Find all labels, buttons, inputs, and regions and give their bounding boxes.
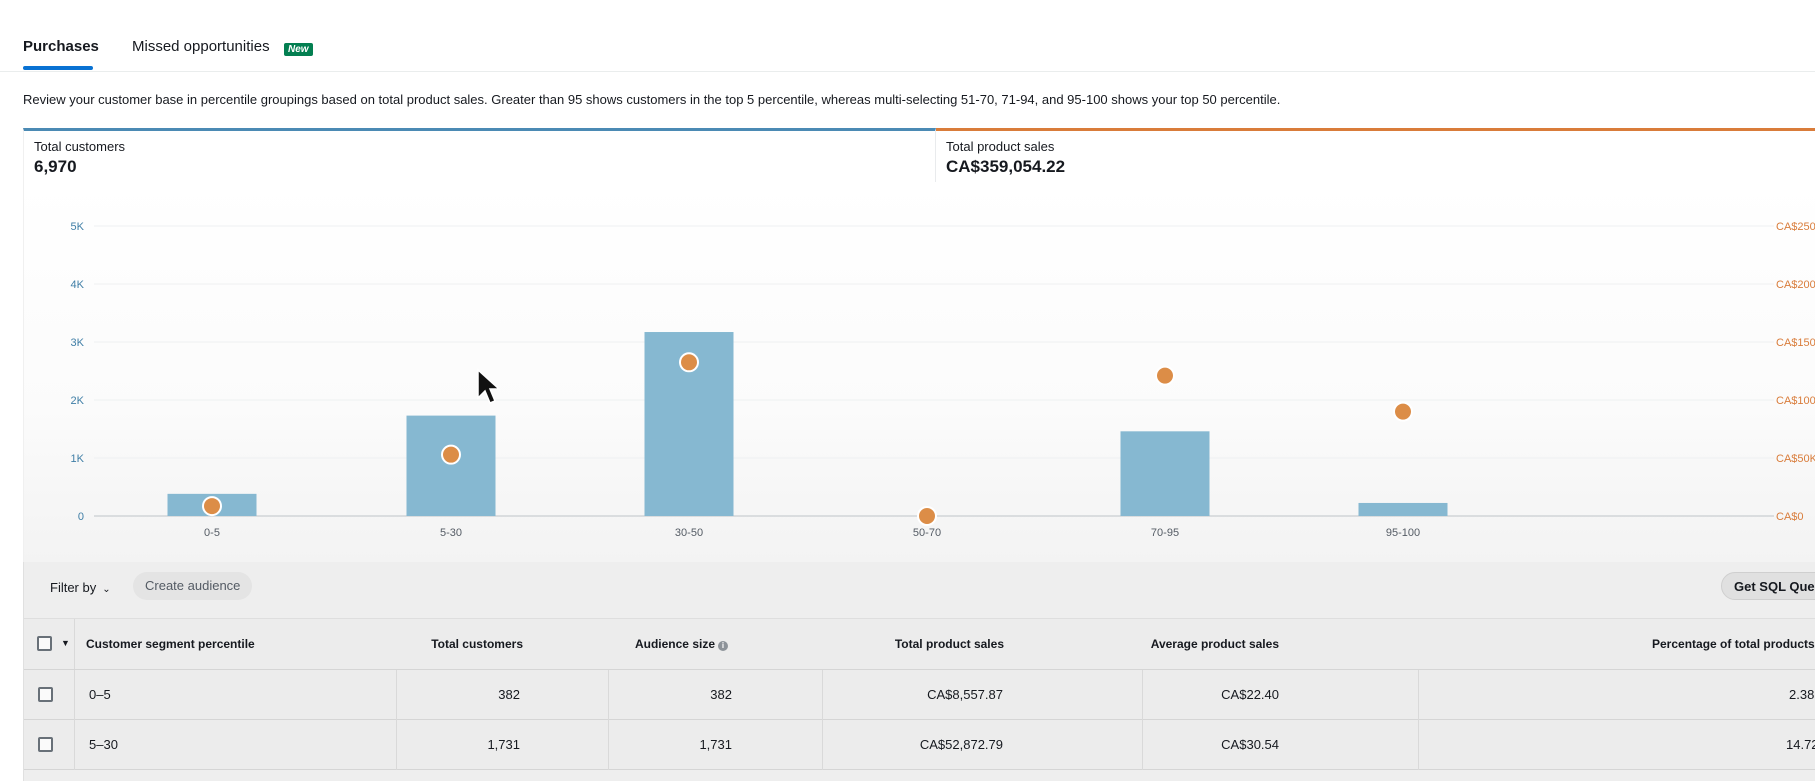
create-audience-button[interactable]: Create audience: [133, 572, 253, 600]
x-tick-label: 70-95: [1151, 527, 1179, 539]
chevron-down-icon: ⌄: [102, 584, 111, 595]
get-sql-query-button[interactable]: Get SQL Query: [1721, 572, 1815, 600]
kpi-row: Total customers 6,970 Total product sale…: [23, 128, 1815, 182]
tab-purchases[interactable]: Purchases: [23, 38, 99, 55]
data-point: [917, 506, 937, 526]
column-divider: [822, 720, 823, 770]
y-left-tick-label: 0: [78, 511, 84, 523]
column-divider: [608, 670, 609, 720]
data-point: [679, 352, 699, 373]
data-point: [441, 444, 461, 465]
bar: [1120, 431, 1210, 516]
new-badge: New: [284, 43, 313, 56]
caret-down-icon[interactable]: ▼: [61, 638, 70, 648]
select-all-checkbox[interactable]: [37, 636, 52, 651]
y-left-tick-label: 5K: [71, 221, 85, 233]
column-divider: [1418, 720, 1419, 770]
x-tick-label: 30-50: [675, 527, 703, 539]
y-left-tick-label: 1K: [71, 453, 85, 465]
x-tick-label: 5-30: [440, 527, 462, 539]
x-tick-label: 95-100: [1386, 527, 1420, 539]
row-checkbox[interactable]: [38, 737, 53, 752]
data-point: [1155, 365, 1175, 386]
cell-total-sales: CA$8,557.87: [927, 687, 1003, 702]
cell-segment: 5–30: [89, 737, 118, 752]
column-divider: [74, 720, 75, 770]
cell-total-customers: 1,731: [487, 737, 520, 752]
cell-audience-size: 382: [710, 687, 732, 702]
combo-chart: 0 1K 2K 3K 4K 5K CA$0 CA$50K CA$100 CA$150 CA$200 C…: [71, 221, 1815, 539]
cell-average-sales: CA$30.54: [1221, 737, 1279, 752]
column-divider: [1142, 720, 1143, 770]
tab-missed-opportunities[interactable]: Missed opportunities: [132, 38, 270, 55]
kpi-label: Total product sales: [946, 139, 1055, 154]
segments-table-panel: Filter by ⌄ Create audience Get SQL Query…: [23, 562, 1815, 781]
x-tick-label: 0-5: [204, 527, 220, 539]
active-tab-indicator: [23, 66, 93, 70]
kpi-value: CA$359,054.22: [946, 157, 1066, 176]
kpi-value: 6,970: [34, 157, 77, 176]
audience-size-label: Audience size: [634, 637, 715, 651]
bar: [406, 415, 496, 516]
column-divider: [1418, 670, 1419, 720]
y-left-tick-label: 3K: [71, 337, 85, 349]
bar: [1358, 502, 1448, 516]
cell-total-customers: 382: [498, 687, 520, 702]
cell-total-sales: CA$52,872.79: [919, 737, 1003, 752]
y-left-tick-label: 2K: [71, 395, 85, 407]
column-divider: [1142, 670, 1143, 720]
column-divider: [74, 670, 75, 720]
y-right-tick-label: CA$50K: [1776, 453, 1815, 465]
cell-average-sales: CA$22.40: [1221, 687, 1279, 702]
page-description: Review your customer base in percentile …: [23, 92, 1281, 107]
column-divider: [74, 619, 75, 669]
col-header-percentage-total[interactable]: Percentage of total products s: [1652, 637, 1815, 651]
kpi-total-customers[interactable]: Total customers 6,970: [23, 128, 936, 182]
y-right-tick-label: CA$0: [1776, 511, 1804, 523]
col-header-total-customers[interactable]: Total customers: [431, 637, 523, 651]
y-left-tick-label: 4K: [71, 279, 85, 291]
y-right-tick-label: CA$150: [1776, 337, 1815, 349]
col-header-segment[interactable]: Customer segment percentile: [86, 637, 255, 651]
y-right-tick-label: CA$200: [1776, 279, 1815, 291]
col-header-average-sales[interactable]: Average product sales: [1150, 637, 1279, 651]
filter-by-label: Filter by: [50, 580, 97, 595]
kpi-total-product-sales[interactable]: Total product sales CA$359,054.22: [936, 128, 1815, 182]
y-right-tick-label: CA$250: [1776, 221, 1815, 233]
kpi-label: Total customers: [34, 139, 126, 154]
cell-percentage-total: 14.72: [1786, 737, 1815, 752]
y-right-tick-label: CA$100: [1776, 395, 1815, 407]
table-row[interactable]: 5–30 1,731 1,731 CA$52,872.79 CA$30.54 1…: [24, 720, 1815, 770]
column-divider: [396, 720, 397, 770]
cell-percentage-total: 2.38: [1789, 687, 1815, 702]
column-divider: [822, 670, 823, 720]
cell-segment: 0–5: [89, 687, 111, 702]
data-point: [1393, 401, 1413, 422]
info-icon[interactable]: i: [718, 641, 728, 651]
table-row[interactable]: 0–5 382 382 CA$8,557.87 CA$22.40 2.38: [24, 670, 1815, 720]
col-header-total-sales[interactable]: Total product sales: [894, 637, 1004, 651]
column-divider: [608, 720, 609, 770]
col-header-audience-size[interactable]: Audience size i: [635, 637, 728, 651]
chart-panel: 0 1K 2K 3K 4K 5K CA$0 CA$50K CA$100 CA$150 CA$200 C…: [23, 182, 1815, 562]
column-divider: [396, 670, 397, 720]
tab-bar: Purchases Missed opportunities New: [0, 0, 1815, 72]
row-checkbox[interactable]: [38, 687, 53, 702]
x-tick-label: 50-70: [913, 527, 941, 539]
mouse-cursor-icon: [477, 368, 500, 404]
filter-by-dropdown[interactable]: Filter by ⌄: [50, 580, 111, 595]
data-point: [202, 496, 222, 517]
cell-audience-size: 1,731: [699, 737, 732, 752]
table-header: ▼ Customer segment percentile Total cust…: [24, 618, 1815, 670]
